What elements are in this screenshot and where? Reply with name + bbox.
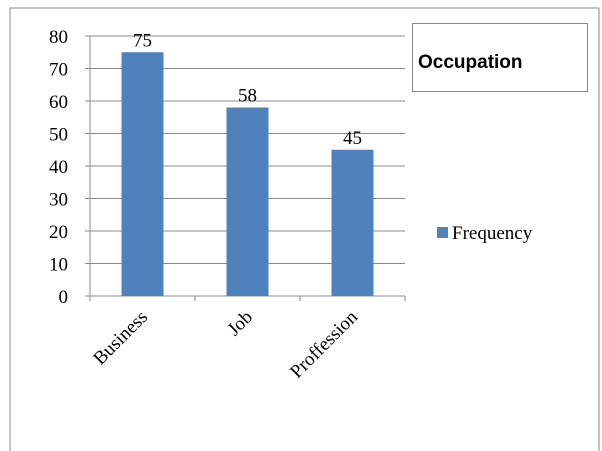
y-tick-label: 10 bbox=[49, 255, 68, 276]
y-tick-label: 60 bbox=[49, 92, 68, 113]
title-box bbox=[412, 23, 588, 92]
bar bbox=[121, 52, 164, 296]
y-tick-label: 40 bbox=[49, 157, 68, 178]
y-tick-label: 80 bbox=[49, 27, 68, 48]
x-tick-label: Job bbox=[224, 307, 258, 341]
data-label: 45 bbox=[343, 128, 362, 149]
data-label: 75 bbox=[133, 30, 152, 51]
legend-label: Frequency bbox=[452, 223, 533, 244]
chart-frame bbox=[9, 7, 600, 451]
y-tick-label: 20 bbox=[49, 222, 68, 243]
y-tick-label: 0 bbox=[59, 287, 69, 308]
y-tick-label: 50 bbox=[49, 125, 68, 146]
chart-title: Occupation bbox=[418, 52, 523, 73]
y-tick-label: 30 bbox=[49, 190, 68, 211]
legend-swatch bbox=[437, 227, 448, 238]
bar bbox=[331, 149, 374, 296]
y-tick-label: 70 bbox=[49, 60, 68, 81]
bar bbox=[226, 107, 269, 296]
x-tick-label: Business bbox=[89, 307, 152, 370]
x-tick-label: Proffession bbox=[286, 306, 362, 382]
data-label: 58 bbox=[238, 86, 257, 107]
